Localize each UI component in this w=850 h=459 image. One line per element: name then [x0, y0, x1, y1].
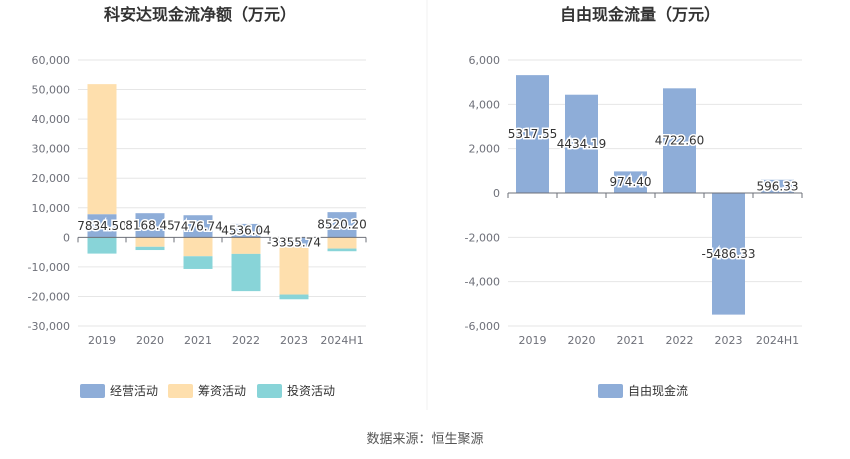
bar-投资活动	[231, 253, 261, 292]
bar-经营活动	[183, 215, 213, 238]
legend-swatch[interactable]	[80, 384, 105, 398]
legend-swatch[interactable]	[598, 384, 623, 398]
x-tick-label: 2022	[666, 334, 694, 347]
x-tick-label: 2021	[617, 334, 645, 347]
data-source-note: 数据来源：恒生聚源	[366, 432, 484, 447]
legend-label[interactable]: 经营活动	[110, 384, 158, 398]
data-label: 7476.74	[173, 219, 223, 233]
y-tick-label: 60,000	[32, 54, 71, 67]
bar-投资活动	[327, 248, 357, 252]
bar-筹资活动	[183, 237, 213, 257]
bar-筹资活动	[279, 247, 309, 295]
y-tick-label: -10,000	[28, 261, 70, 274]
x-tick-label: 2021	[184, 334, 212, 347]
y-tick-label: 50,000	[32, 84, 71, 97]
data-label: -3355.74	[267, 235, 321, 249]
x-tick-label: 2022	[232, 334, 260, 347]
x-tick-label: 2023	[280, 334, 308, 347]
bar-自由现金流	[712, 193, 745, 315]
x-tick-label: 2024H1	[756, 334, 799, 347]
y-tick-label: 2,000	[469, 143, 501, 156]
fcf-chart-title: 自由现金流量（万元）	[560, 5, 720, 24]
cashflow-chart-title: 科安达现金流净额（万元）	[104, 5, 296, 24]
data-label: 7834.50	[77, 219, 127, 233]
y-tick-label: -4,000	[465, 276, 500, 289]
y-tick-label: -6,000	[465, 320, 500, 333]
legend-swatch[interactable]	[257, 384, 282, 398]
x-tick-label: 2020	[568, 334, 596, 347]
x-tick-label: 2019	[519, 334, 547, 347]
data-label: 974.40	[610, 175, 652, 189]
bar-筹资活动	[327, 237, 357, 249]
y-tick-label: 0	[63, 231, 70, 244]
y-tick-label: 20,000	[32, 172, 71, 185]
bar-自由现金流	[761, 179, 794, 193]
data-label: 4536.04	[221, 224, 271, 238]
bar-自由现金流	[614, 171, 647, 193]
bar-筹资活动	[87, 84, 117, 215]
bar-经营活动	[327, 212, 357, 238]
bar-投资活动	[183, 256, 213, 269]
legend-label[interactable]: 筹资活动	[198, 384, 246, 398]
y-tick-label: 30,000	[32, 143, 71, 156]
x-tick-label: 2020	[136, 334, 164, 347]
y-tick-label: -30,000	[28, 320, 70, 333]
bar-投资活动	[87, 237, 117, 254]
y-tick-label: -2,000	[465, 231, 500, 244]
bar-经营活动	[87, 214, 117, 238]
bar-自由现金流	[565, 94, 598, 193]
y-tick-label: 4,000	[469, 98, 501, 111]
y-tick-label: 6,000	[469, 54, 501, 67]
data-label: 4722.60	[655, 134, 705, 148]
bar-经营活动	[279, 237, 309, 248]
y-tick-label: 10,000	[32, 202, 71, 215]
bar-自由现金流	[516, 75, 549, 193]
legend-label[interactable]: 投资活动	[287, 383, 335, 398]
cashflow-legend: 经营活动 筹资活动 投资活动	[80, 383, 335, 398]
legend-label[interactable]: 自由现金流	[628, 383, 688, 398]
x-tick-label: 2024H1	[320, 334, 363, 347]
data-label: 8168.45	[125, 218, 175, 232]
bar-筹资活动	[135, 237, 165, 247]
bar-投资活动	[135, 246, 165, 251]
y-tick-label: 0	[493, 187, 500, 200]
charts-area: 科安达现金流净额（万元） 自由现金流量（万元） 60,000 50,000 40,0…	[28, 0, 803, 410]
x-tick-label: 2019	[88, 334, 116, 347]
data-label: -5486.33	[702, 247, 756, 261]
bar-自由现金流	[663, 88, 696, 193]
fcf-legend: 自由现金流	[598, 383, 688, 398]
y-tick-label: -20,000	[28, 290, 70, 303]
data-label: 4434.19	[557, 137, 607, 151]
fcf-plot: 6,000 4,000 2,000 0 -2,000 -4,000 -6,000 2019 20…	[465, 54, 803, 347]
bar-经营活动	[135, 213, 165, 238]
data-label: 596.33	[757, 179, 799, 193]
data-label: 8520.20	[317, 218, 367, 232]
data-label: 5317.55	[508, 127, 558, 141]
cashflow-plot: 60,000 50,000 40,000 30,000 20,000 10,000 0 -10…	[28, 54, 369, 347]
y-tick-label: 40,000	[32, 113, 71, 126]
bar-经营活动	[231, 223, 261, 238]
bar-投资活动	[279, 294, 309, 300]
legend-swatch[interactable]	[168, 384, 193, 398]
x-tick-label: 2023	[715, 334, 743, 347]
bar-筹资活动	[231, 237, 261, 254]
